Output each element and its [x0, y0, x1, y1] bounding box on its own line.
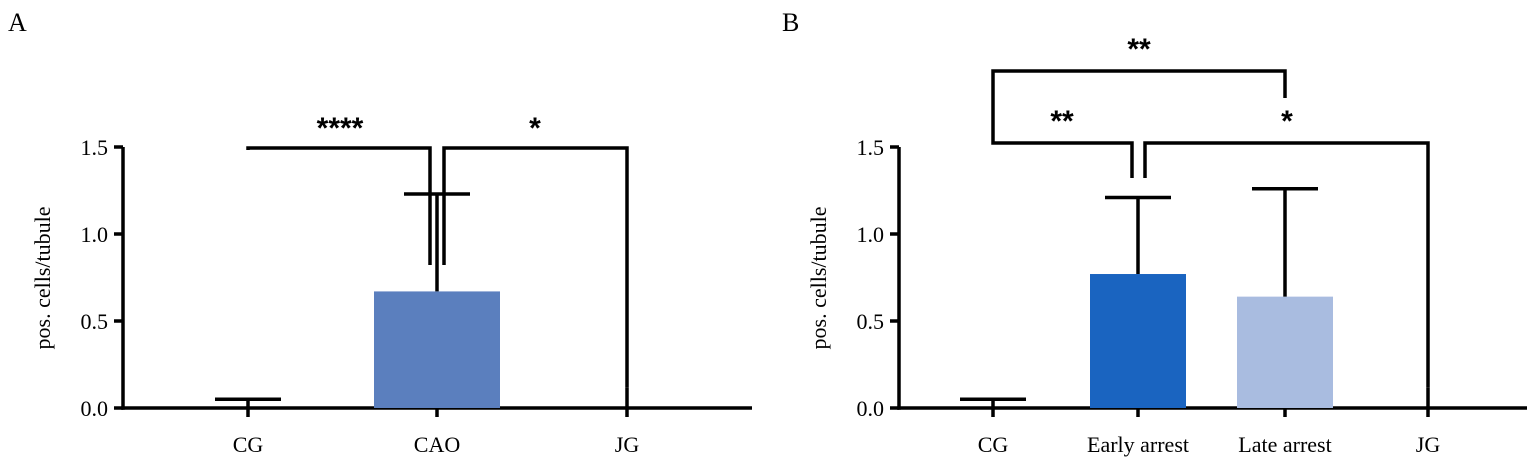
panel-b-bar-late-arrest: [1237, 296, 1333, 408]
panel-b-y-axis-title: pos. cells/tubule: [806, 207, 831, 350]
panel-a-category-label: JG: [615, 432, 640, 457]
panel-a-significance-bracket: [246, 146, 432, 265]
panel-a-label: A: [8, 8, 27, 37]
panel-b-category-label: JG: [1416, 432, 1441, 457]
panel-a-significance-label: ****: [317, 112, 364, 145]
panel-a-y-tick-label: 1.5: [81, 135, 109, 160]
panel-b-y-tick-label: 0.0: [857, 396, 885, 421]
panel-b-significance-bracket: [991, 69, 1287, 123]
panel-b-y-tick-label: 0.5: [857, 309, 885, 334]
panel-a-y-tick-label: 0.5: [81, 309, 109, 334]
panel-b-category-label: Early arrest: [1087, 432, 1189, 457]
panel-b-significance-bracket: [991, 123, 1134, 178]
panel-b-label: B: [782, 8, 799, 37]
panel-a-significance-label: *: [529, 112, 541, 145]
panel-b-bar-early-arrest: [1090, 274, 1186, 408]
panel-a-y-axis-title: pos. cells/tubule: [30, 207, 55, 350]
panel-b-category-label: Late arrest: [1238, 432, 1331, 457]
panel-a-category-label: CG: [233, 432, 264, 457]
panel-b-significance-label: **: [1050, 105, 1074, 138]
panel-b-significance-label: *: [1281, 105, 1293, 138]
panel-a-significance-bracket: [442, 146, 629, 387]
panel-a-y-tick-label: 0.0: [81, 396, 109, 421]
panel-b-y-tick-label: 1.0: [857, 222, 885, 247]
panel-b-category-label: CG: [978, 432, 1009, 457]
panel-b: B pos. cells/tubule 0.0 0.5 1.0 1.5 CG Early …: [782, 8, 1527, 457]
panel-b-significance-bracket: [1143, 141, 1430, 387]
panel-b-significance-label: **: [1127, 33, 1151, 66]
panel-a-bar-cao: [374, 291, 500, 408]
panel-b-y-tick-label: 1.5: [857, 135, 885, 160]
panel-a: A pos. cells/tubule 0.0 0.5 1.0 1.5 CG CAO JG *…: [8, 8, 752, 457]
panel-a-y-tick-label: 1.0: [81, 222, 109, 247]
panel-a-category-label: CAO: [414, 432, 460, 457]
